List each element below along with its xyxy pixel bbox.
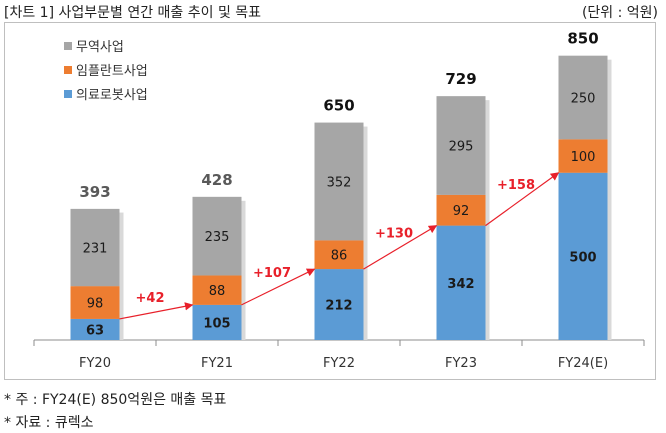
bar-segment-robot [70,318,120,340]
x-tick-label: FY20 [79,356,111,371]
bar-segment-implant [70,286,120,319]
bar-segment-robot [558,172,608,340]
growth-label: +158 [497,178,535,193]
x-tick-label: FY23 [445,356,477,371]
growth-label: +130 [375,226,413,241]
total-label: 428 [201,171,232,189]
data-label: 500 [569,250,596,265]
bar-segment-trade [192,196,242,276]
data-label: 88 [209,284,226,299]
data-label: 342 [447,277,474,292]
footnote-note: * 주 : FY24(E) 850억원은 매출 목표 [4,392,227,408]
bar-segment-trade [314,122,364,241]
data-label: 352 [327,175,352,190]
data-label: 98 [87,297,104,312]
total-label: 393 [79,183,110,201]
legend-swatch [64,90,72,98]
bar-segment-robot [192,304,242,340]
bar-segment-robot [436,225,486,340]
total-label: 850 [567,30,598,48]
data-label: 250 [571,91,596,106]
data-label: 231 [83,242,108,257]
legend-swatch [64,66,72,74]
growth-arrow [241,268,316,306]
x-tick-label: FY24(E) [558,356,608,371]
data-label: 100 [571,150,596,165]
bar-segment-trade [436,96,486,195]
bar-segment-implant [192,275,242,305]
footnote-source: * 자료 : 큐렉소 [4,415,94,431]
data-label: 63 [86,323,104,338]
growth-arrow [119,302,194,320]
data-label: 92 [453,204,470,219]
legend-swatch [64,42,72,50]
chart-title: [차트 1] 사업부문별 연간 매출 추이 및 목표 [4,5,262,21]
bar-segment-robot [314,269,364,340]
growth-arrow [363,225,438,270]
growth-label: +42 [136,291,165,306]
chart-frame [4,22,656,380]
total-label: 650 [323,97,354,115]
unit-label: (단위 : 억원) [581,5,658,21]
data-label: 235 [205,230,230,245]
data-label: 105 [203,316,230,331]
data-label: 295 [449,139,474,154]
bar-segment-trade [558,55,608,140]
bar-segment-implant [314,240,364,270]
legend-label: 의료로봇사업 [76,88,148,103]
legend-label: 임플란트사업 [76,64,148,79]
bar-segment-implant [436,194,486,226]
total-label: 729 [445,70,476,88]
legend-label: 무역사업 [76,40,124,55]
growth-label: +107 [253,266,291,281]
x-tick-label: FY21 [201,356,233,371]
data-label: 86 [331,249,348,264]
bar-segment-trade [70,208,120,287]
bar-segment-implant [558,139,608,173]
growth-arrow [485,172,560,227]
x-tick-label: FY22 [323,356,355,371]
data-label: 212 [325,299,352,314]
